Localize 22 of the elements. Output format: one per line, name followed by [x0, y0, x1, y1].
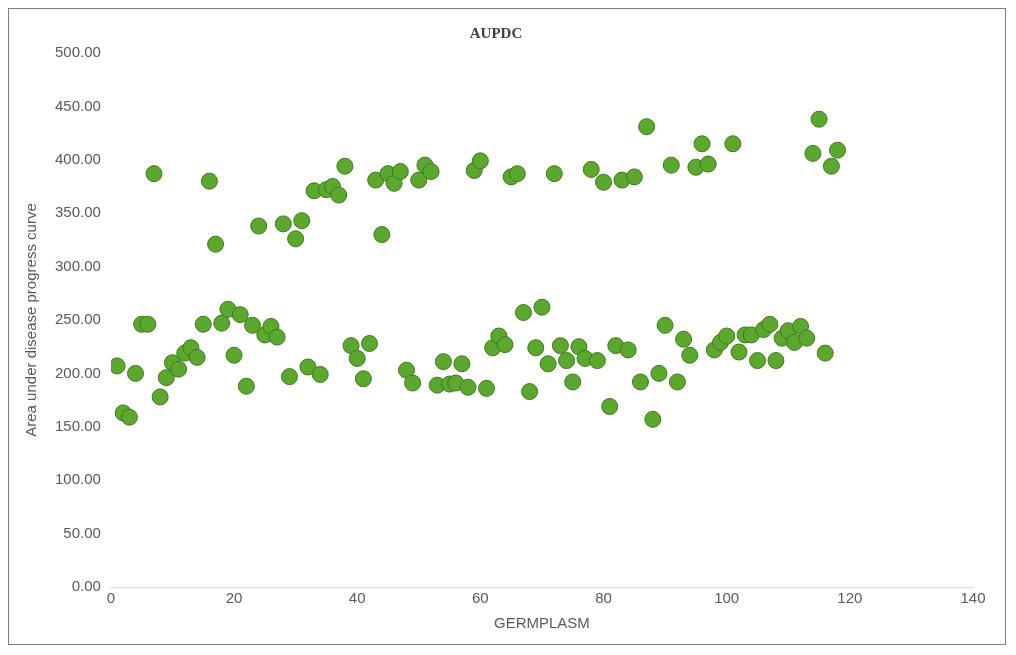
x-tick-label: 100 [714, 589, 740, 607]
y-tick-label: 300.00 [54, 256, 101, 274]
y-tick-label: 0.00 [71, 577, 101, 595]
chart-title: AUPDC [469, 24, 523, 41]
x-tick-label: 0 [106, 589, 116, 607]
y-tick-label: 50.00 [63, 523, 101, 541]
y-tick-label: 350.00 [54, 203, 101, 221]
y-tick-label: 500.00 [54, 43, 101, 61]
x-tick-label: 40 [348, 589, 366, 607]
y-tick-label: 100.00 [54, 470, 101, 488]
x-axis-title: GERMPLASM [494, 614, 590, 632]
y-tick-label: 450.00 [54, 96, 101, 114]
y-tick-label: 400.00 [54, 149, 101, 167]
x-tick-label: 80 [595, 589, 612, 607]
x-tick-label: 140 [960, 589, 986, 607]
y-axis-title: Area under disease progress curve [22, 203, 40, 437]
x-tick-label: 60 [472, 589, 489, 607]
y-tick-label: 150.00 [54, 416, 101, 434]
y-tick-label: 200.00 [54, 363, 101, 381]
x-tick-label: 20 [225, 589, 243, 607]
y-tick-label: 250.00 [54, 310, 101, 328]
x-tick-label: 120 [837, 589, 863, 607]
